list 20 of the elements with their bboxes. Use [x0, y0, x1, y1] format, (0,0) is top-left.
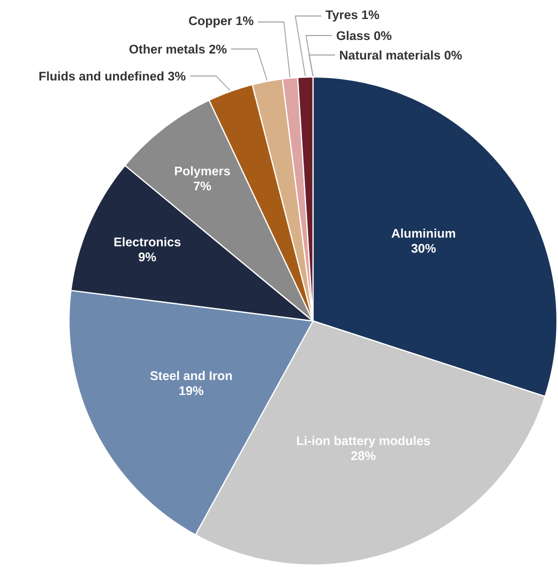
- text: 0%: [444, 50, 462, 60]
- slice-label: Aluminium: [392, 228, 456, 238]
- data-label: 1%: [236, 16, 254, 26]
- slice-label: Copper: [188, 16, 232, 28]
- category-label: Glass: [336, 30, 370, 40]
- slice-label: Polymers: [175, 166, 230, 178]
- data-label: 30%: [411, 244, 436, 253]
- data-label: 2%: [209, 44, 227, 54]
- data-label: 3%: [168, 72, 186, 81]
- slice-label: Fluids and undefined: [39, 71, 164, 81]
- data-label: 7%: [194, 182, 212, 190]
- slice-label: Steel and Iron: [150, 370, 232, 380]
- slice-label: Tyres: [326, 10, 358, 22]
- slice-label: Electronics: [114, 237, 180, 246]
- text: 0%: [374, 31, 392, 40]
- slice-label: Other metals: [129, 44, 205, 54]
- data-label: 1%: [362, 10, 380, 20]
- data-label: 19%: [180, 386, 204, 396]
- data-label: 9%: [138, 252, 156, 262]
- category-label: Natural materials: [340, 50, 440, 60]
